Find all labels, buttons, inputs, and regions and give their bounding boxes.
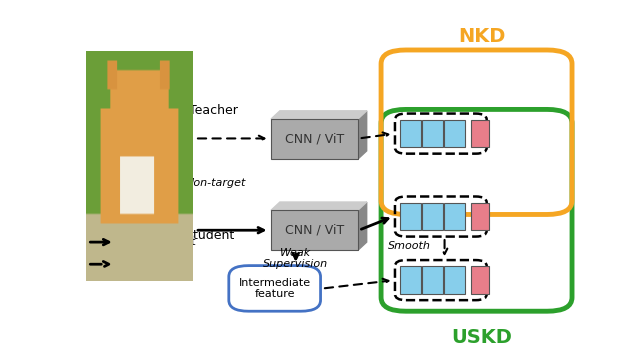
Text: CNN / ViT: CNN / ViT	[285, 132, 344, 146]
Text: USKD: USKD	[451, 328, 512, 347]
Bar	[88, 176, 106, 191]
Bar	[271, 210, 358, 251]
FancyBboxPatch shape	[229, 266, 321, 311]
Text: CNN / ViT: CNN / ViT	[285, 224, 344, 237]
Text: NKD: NKD	[458, 27, 505, 46]
Text: Target: Target	[111, 178, 147, 188]
Polygon shape	[271, 202, 367, 210]
Bar	[471, 120, 489, 148]
Bar	[162, 176, 180, 191]
Text: Smooth: Smooth	[388, 241, 431, 251]
Text: Intermediate
feature: Intermediate feature	[239, 278, 311, 299]
Text: Teacher: Teacher	[189, 104, 237, 117]
Bar	[271, 119, 358, 159]
Bar	[400, 120, 421, 148]
Text: Normalize: Normalize	[120, 211, 176, 220]
Text: Student: Student	[186, 229, 235, 242]
Bar	[422, 120, 443, 148]
Bar	[444, 120, 465, 148]
Bar	[422, 266, 443, 294]
Polygon shape	[358, 202, 367, 251]
Polygon shape	[271, 111, 367, 119]
Text: w/o gradient: w/o gradient	[121, 259, 191, 269]
Text: with gradient: with gradient	[121, 237, 196, 247]
Bar	[400, 266, 421, 294]
Text: Weak
Supervision: Weak Supervision	[263, 248, 328, 269]
Bar	[471, 266, 489, 294]
Bar	[444, 203, 465, 230]
Bar	[471, 203, 489, 230]
Bar	[444, 266, 465, 294]
Text: Non-target: Non-target	[186, 178, 246, 188]
Bar	[422, 203, 443, 230]
Polygon shape	[358, 111, 367, 159]
Bar	[400, 203, 421, 230]
